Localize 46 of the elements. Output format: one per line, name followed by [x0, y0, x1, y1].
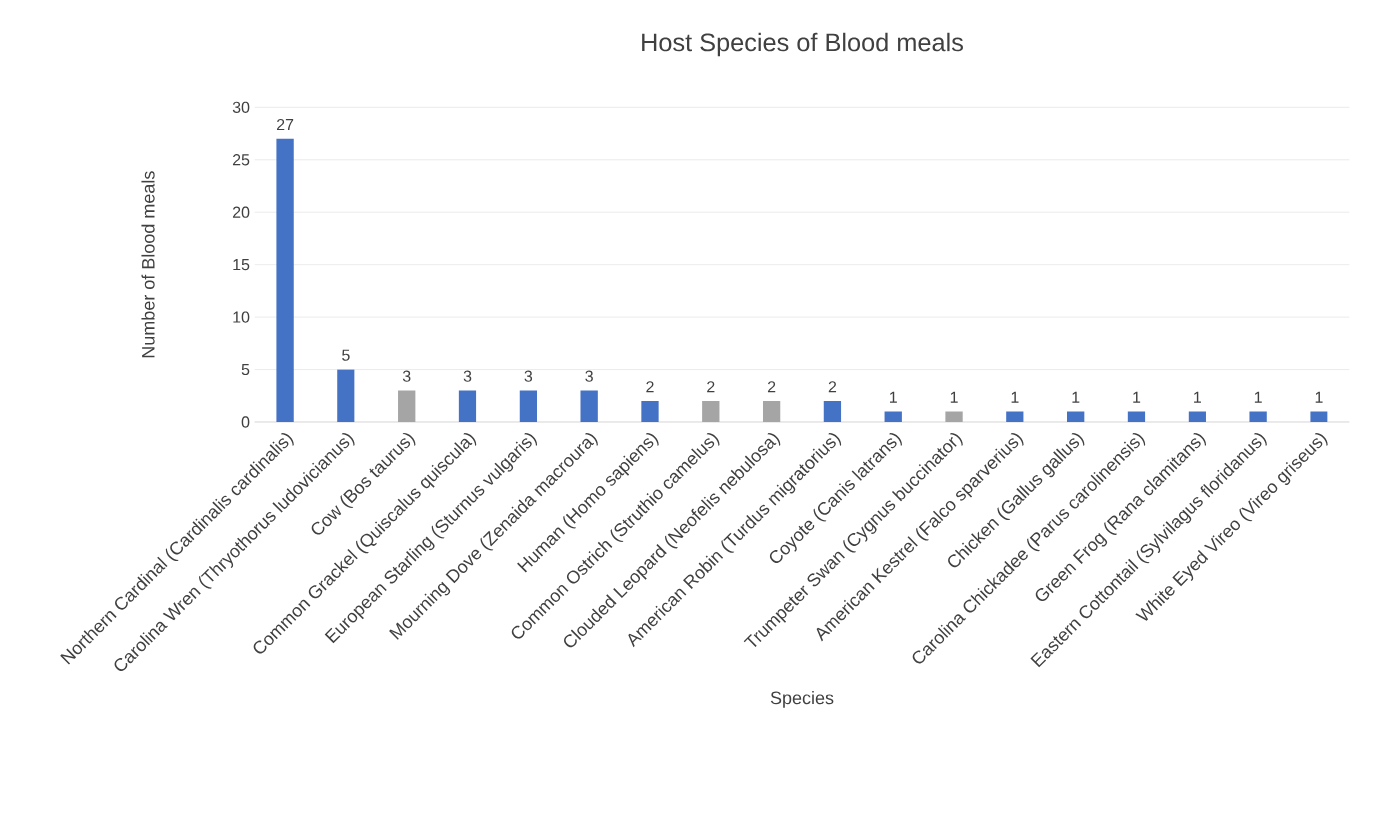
bar	[823, 401, 842, 422]
x-axis-title: Species	[770, 691, 834, 708]
data-label: 1	[1254, 391, 1262, 403]
data-label: 1	[1011, 391, 1019, 403]
bar	[1006, 411, 1024, 422]
y-tick-label: 30	[232, 101, 250, 113]
bar	[398, 390, 416, 422]
bar	[1067, 411, 1085, 422]
data-label: 3	[463, 370, 472, 382]
data-label: 2	[646, 381, 654, 393]
bar	[762, 401, 781, 422]
bar	[1249, 411, 1267, 422]
data-label: 2	[707, 381, 715, 393]
data-label: 3	[402, 370, 411, 382]
data-label: 1	[1194, 391, 1201, 403]
y-tick-label: 10	[233, 311, 250, 323]
data-label: 2	[828, 381, 837, 393]
bar	[519, 390, 538, 422]
bar	[1127, 411, 1146, 422]
data-label: 2	[767, 381, 776, 393]
y-tick-label: 5	[241, 363, 250, 376]
bar	[884, 411, 902, 422]
y-tick-label: 20	[232, 206, 250, 218]
bar	[580, 390, 598, 422]
data-label: 3	[524, 370, 533, 382]
data-label: 3	[585, 370, 593, 382]
data-label: 1	[1315, 391, 1323, 403]
data-label: 1	[1133, 391, 1141, 403]
chart-title: Host Species of Blood meals	[642, 32, 963, 57]
data-label: 5	[342, 349, 350, 361]
data-label: 1	[1072, 391, 1080, 403]
bar	[702, 401, 720, 422]
y-tick-label: 15	[233, 259, 250, 271]
bar	[1310, 411, 1328, 422]
data-label: 1	[889, 391, 897, 403]
data-label: 1	[950, 391, 958, 403]
bar	[337, 369, 355, 422]
data-label: 27	[276, 118, 294, 131]
bar	[945, 411, 963, 422]
bar	[1188, 411, 1206, 422]
y-axis-title: Number of Blood meals	[141, 171, 155, 358]
bar	[276, 138, 294, 422]
y-tick-label: 25	[232, 154, 250, 166]
y-tick-label: 0	[241, 416, 250, 428]
bar	[641, 401, 659, 422]
bar	[458, 390, 477, 422]
